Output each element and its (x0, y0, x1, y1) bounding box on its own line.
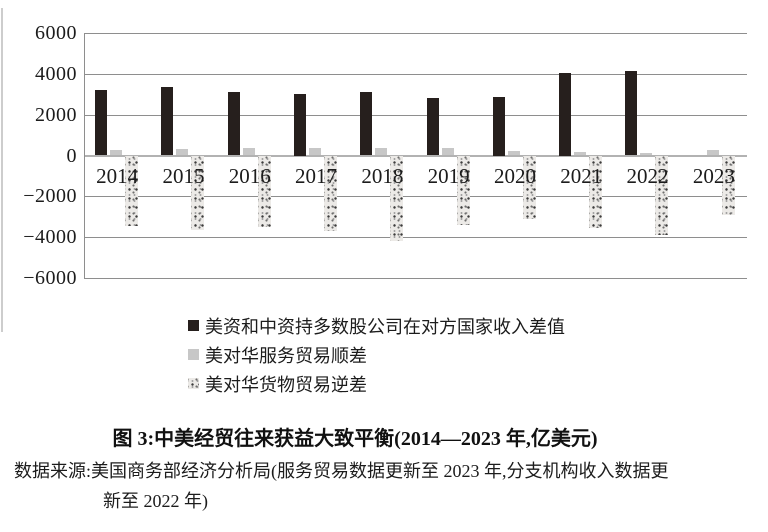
y-tick-label: −2000 (23, 185, 77, 208)
x-tick-label: 2023 (692, 164, 735, 188)
bar-goods-deficit (191, 155, 205, 231)
bar-services-surplus (176, 148, 189, 156)
plot-area: 6000 4000 2000 0 −2000 −4000 −6000 2014 2015 2016… (23, 22, 747, 289)
legend-swatch-dark-icon (188, 320, 199, 331)
bar-income-diff (227, 92, 240, 156)
bar-income-diff (559, 72, 572, 156)
source-note: 数据来源:美国商务部经济分析局(服务贸易数据更新至 2023 年,分支机构收入数… (14, 456, 762, 516)
legend-swatch-gray-icon (188, 349, 199, 360)
gridline (84, 33, 747, 34)
legend-item-income-diff: 美资和中资持多数股公司在对方国家收入差值 (188, 311, 565, 340)
bar-goods-deficit (655, 155, 669, 236)
bar-services-surplus (110, 150, 122, 156)
legend-swatch-speckle-icon (188, 378, 199, 389)
x-tick-label: 2017 (295, 164, 338, 188)
bar-services-surplus (706, 150, 719, 156)
y-tick-label: 4000 (35, 62, 77, 85)
y-axis-line (84, 33, 85, 278)
gridline (84, 114, 747, 116)
bar-income-diff (360, 92, 373, 156)
y-tick-label: 6000 (35, 22, 77, 44)
bar-goods-deficit (456, 155, 470, 225)
bar-income-diff (95, 90, 107, 156)
x-tick-label: 2020 (493, 164, 536, 188)
source-note-line-1: 数据来源:美国商务部经济分析局(服务贸易数据更新至 2023 年,分支机构收入数… (14, 461, 669, 481)
bar-goods-deficit (125, 155, 138, 226)
x-tick-label: 2018 (361, 164, 404, 188)
legend-label-goods-deficit: 美对华货物贸易逆差 (205, 374, 367, 395)
gridline (84, 237, 747, 239)
bar-goods-deficit (390, 155, 404, 242)
gridline (84, 278, 747, 279)
x-tick-label: 2016 (228, 164, 271, 188)
chart-legend: 美资和中资持多数股公司在对方国家收入差值 美对华服务贸易顺差 美对华货物贸易逆差 (188, 311, 565, 398)
bar-services-surplus (375, 147, 388, 156)
bar-goods-deficit (721, 155, 735, 215)
bar-services-surplus (507, 151, 520, 156)
bar-services-surplus (308, 147, 321, 156)
x-tick-label: 2021 (560, 164, 603, 188)
zero-gridline (84, 154, 747, 157)
legend-label-services-surplus: 美对华服务贸易顺差 (205, 345, 367, 366)
bar-income-diff (492, 97, 505, 156)
y-tick-label: 0 (66, 144, 77, 167)
x-tick-label: 2014 (96, 164, 139, 188)
page-scan-edge-line (1, 8, 3, 332)
x-tick-label: 2015 (162, 164, 205, 188)
x-tick-label: 2022 (626, 164, 669, 188)
bar-services-surplus (640, 152, 653, 156)
y-tick-label: −6000 (23, 267, 77, 289)
legend-item-goods-deficit: 美对华货物贸易逆差 (188, 369, 565, 398)
bar-income-diff (161, 87, 174, 156)
bar-income-diff (426, 98, 439, 156)
legend-item-services-surplus: 美对华服务贸易顺差 (188, 340, 565, 369)
bar-services-surplus (574, 152, 587, 156)
bar-goods-deficit (589, 155, 603, 228)
bar-goods-deficit (257, 155, 271, 227)
bar-income-diff (625, 70, 638, 156)
source-note-line-2: 新至 2022 年) (103, 491, 208, 511)
bar-income-diff (293, 94, 306, 156)
bar-services-surplus (441, 147, 454, 156)
figure-title: 图 3:中美经贸往来获益大致平衡(2014—2023 年,亿美元) (112, 428, 598, 450)
gridline (84, 73, 747, 75)
y-tick-label: 2000 (35, 103, 77, 126)
y-tick-label: −4000 (23, 226, 77, 249)
bar-services-surplus (242, 148, 255, 156)
legend-label-income-diff: 美资和中资持多数股公司在对方国家收入差值 (205, 316, 565, 337)
gridline (84, 196, 747, 198)
x-tick-label: 2019 (427, 164, 470, 188)
bar-goods-deficit (522, 155, 536, 219)
bar-goods-deficit (323, 155, 337, 232)
